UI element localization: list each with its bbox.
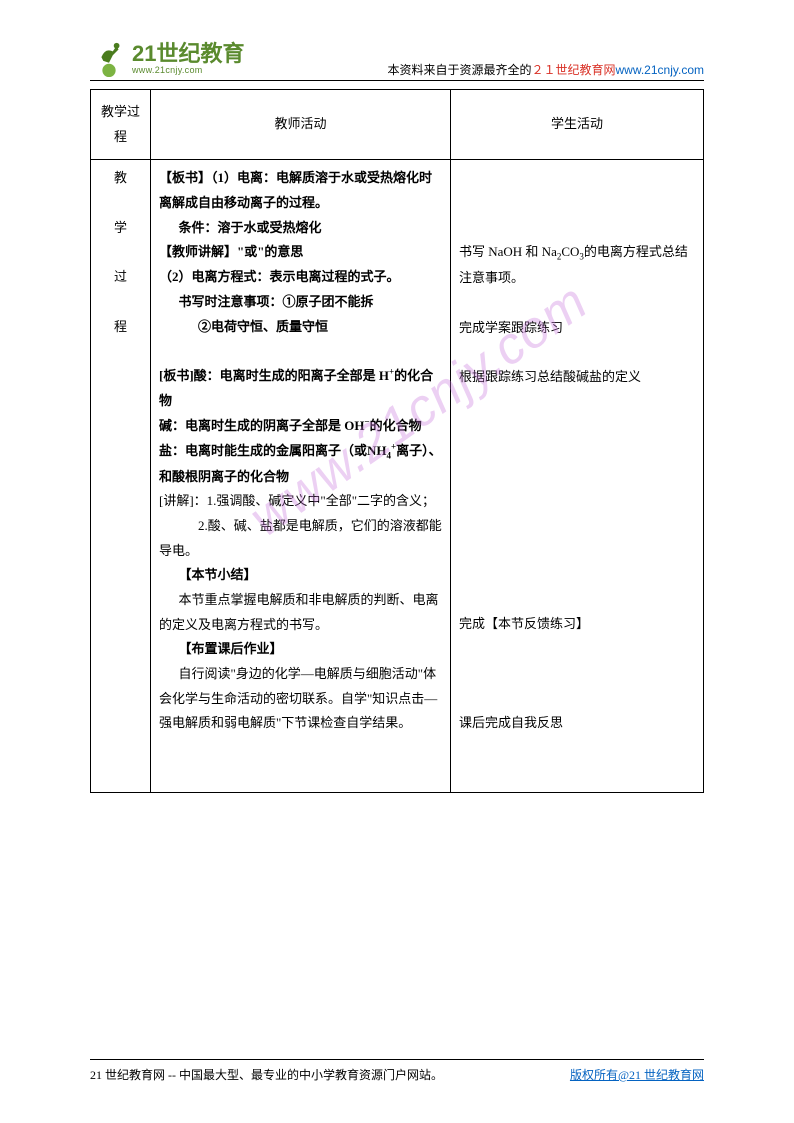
ta-p10: [讲解]：1.强调酸、碱定义中"全部"二字的含义；: [159, 493, 435, 508]
lesson-table: 教学过程 教师活动 学生活动 教 学 过 程 【板书】（1）电离：电解质溶于水或…: [90, 89, 704, 793]
sa-s2: 完成学案跟踪练习: [459, 320, 563, 335]
logo-area: 21世纪教育 www.21cnjy.com: [90, 40, 244, 78]
ta-p6: ②电荷守恒、质量守恒: [159, 315, 442, 340]
row-label-cell: 教 学 过 程: [91, 160, 151, 792]
tagline-brand: ２１世纪教育网: [532, 63, 616, 77]
ta-p9: 盐：电离时能生成的金属阳离子（或NH4+离子）、和酸根阴离子的化合物: [159, 443, 442, 484]
tagline-url[interactable]: www.21cnjy.com: [616, 63, 704, 77]
ta-p13: 本节重点掌握电解质和非电解质的判断、电离的定义及电离方程式的书写。: [159, 588, 442, 637]
label-char-3: 过: [114, 269, 127, 284]
tagline-prefix: 本资料来自于资源最齐全的: [387, 63, 531, 77]
header-tagline: 本资料来自于资源最齐全的２１世纪教育网www.21cnjy.com: [244, 61, 704, 78]
teacher-activity-cell: 【板书】（1）电离：电解质溶于水或受热熔化时离解成自由移动离子的过程。 条件：溶…: [151, 160, 451, 792]
student-activity-cell: 书写 NaOH 和 Na2CO3的电离方程式总结注意事项。 完成学案跟踪练习 根…: [451, 160, 704, 792]
ta-p5: 书写时注意事项：①原子团不能拆: [159, 290, 442, 315]
sa-s1: 书写 NaOH 和 Na2CO3的电离方程式总结注意事项。: [459, 244, 688, 285]
logo-text-block: 21世纪教育 www.21cnjy.com: [132, 43, 244, 75]
sa-s5: 课后完成自我反思: [459, 715, 563, 730]
page-container: 21世纪教育 www.21cnjy.com 本资料来自于资源最齐全的２１世纪教育…: [0, 0, 794, 1123]
logo-sub-text: www.21cnjy.com: [132, 65, 244, 75]
ta-p14: 【布置课后作业】: [159, 637, 442, 662]
page-footer: 21 世纪教育网 -- 中国最大型、最专业的中小学教育资源门户网站。 版权所有@…: [90, 1059, 704, 1083]
runner-icon: [90, 40, 128, 78]
ta-p15: 自行阅读"身边的化学—电解质与细胞活动"体会化学与生命活动的密切联系。自学"知识…: [159, 662, 442, 736]
page-header: 21世纪教育 www.21cnjy.com 本资料来自于资源最齐全的２１世纪教育…: [90, 40, 704, 81]
ta-p8: 碱：电离时生成的阴离子全部是 OH−的化合物: [159, 418, 422, 433]
table-header-row: 教学过程 教师活动 学生活动: [91, 90, 704, 160]
header-student: 学生活动: [451, 90, 704, 160]
header-teacher: 教师活动: [151, 90, 451, 160]
ta-p3: 【教师讲解】"或"的意思: [159, 244, 303, 259]
footer-copyright-link[interactable]: 版权所有@21 世纪教育网: [570, 1068, 704, 1082]
sa-s3: 根据跟踪练习总结酸碱盐的定义: [459, 369, 641, 384]
header-process: 教学过程: [91, 90, 151, 160]
table-body-row: 教 学 过 程 【板书】（1）电离：电解质溶于水或受热熔化时离解成自由移动离子的…: [91, 160, 704, 792]
sa-s4: 完成【本节反馈练习】: [459, 616, 589, 631]
label-char-2: 学: [114, 220, 127, 235]
ta-p12: 【本节小结】: [159, 563, 442, 588]
footer-right: 版权所有@21 世纪教育网: [570, 1066, 704, 1083]
ta-p2: 条件：溶于水或受热熔化: [159, 216, 442, 241]
ta-p7: [板书]酸：电离时生成的阳离子全部是 H+的化合物: [159, 368, 433, 408]
ta-p1: 【板书】（1）电离：电解质溶于水或受热熔化时离解成自由移动离子的过程。: [159, 170, 432, 210]
footer-left: 21 世纪教育网 -- 中国最大型、最专业的中小学教育资源门户网站。: [90, 1066, 443, 1083]
ta-p11: 2.酸、碱、盐都是电解质，它们的溶液都能导电。: [159, 514, 442, 563]
ta-p4: （2）电离方程式：表示电离过程的式子。: [159, 269, 400, 284]
label-char-1: 教: [114, 170, 127, 185]
label-char-4: 程: [114, 319, 127, 334]
logo-main-text: 21世纪教育: [132, 43, 244, 65]
